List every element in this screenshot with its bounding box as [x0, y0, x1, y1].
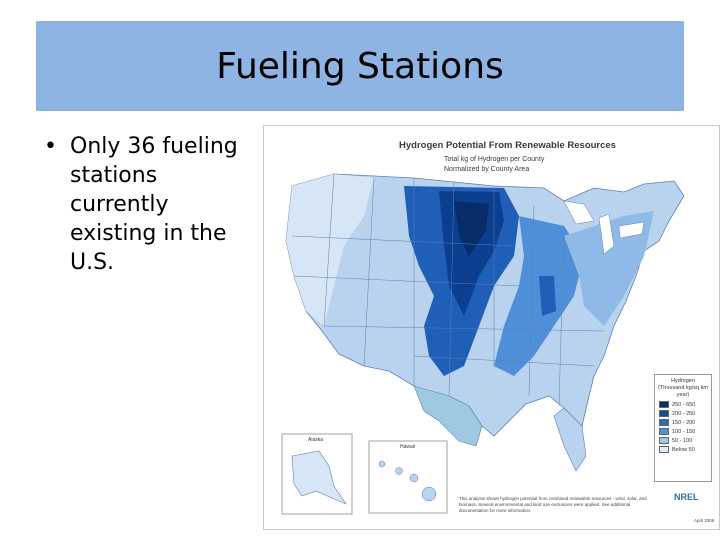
bullet-item: Only 36 fueling stations currently exist… [44, 132, 254, 277]
us-map-graphic [281, 173, 685, 515]
map-subtitle-2: Normalized by County Area [444, 166, 530, 173]
legend-swatch [659, 410, 669, 417]
map-date: April 2006 [694, 518, 715, 523]
map-legend: Hydrogen (Thousand kg/sq km year) 250 - … [654, 374, 712, 482]
legend-title: Hydrogen (Thousand kg/sq km year) [658, 378, 708, 398]
legend-item: 100 - 150 [659, 428, 711, 435]
legend-swatch [659, 419, 669, 426]
legend-item: 250 - 650 [659, 401, 711, 408]
slide-title: Fueling Stations [216, 45, 504, 87]
map-note: This analysis shows hydrogen potential f… [459, 496, 647, 513]
legend-item: 150 - 200 [659, 419, 711, 426]
alaska-shape [291, 450, 347, 505]
nrel-logo: NREL [674, 492, 699, 502]
legend-swatch [659, 437, 669, 444]
hydrogen-potential-map: Hydrogen Potential From Renewable Resour… [263, 125, 720, 530]
hawaii-label: Hawaii [400, 444, 416, 450]
map-subtitle-1: Total kg of Hydrogen per County [444, 156, 545, 163]
legend-swatch [659, 446, 669, 453]
alaska-label: Alaska [308, 437, 324, 443]
legend-item: 50 - 100 [659, 437, 711, 444]
hawaii-islands [378, 460, 437, 502]
legend-swatch [659, 401, 669, 408]
slide-title-bar: Fueling Stations [36, 21, 684, 111]
legend-item: 200 - 250 [659, 410, 711, 417]
legend-swatch [659, 428, 669, 435]
bullet-list: Only 36 fueling stations currently exist… [44, 132, 254, 277]
map-title: Hydrogen Potential From Renewable Resour… [399, 140, 616, 151]
legend-item: Below 50 [659, 446, 711, 453]
